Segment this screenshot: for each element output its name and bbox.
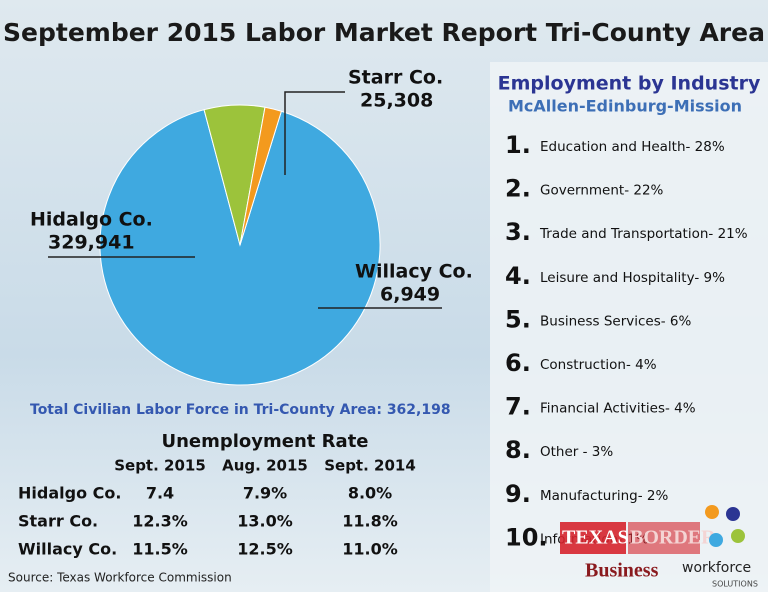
labor-force: Total Civilian Labor Force in Tri-County… xyxy=(30,402,451,418)
logo-text: TEXAS xyxy=(562,527,629,549)
row-label: Starr Co. xyxy=(18,512,98,531)
industry-label: Education and Health- 28% xyxy=(540,139,725,155)
logo-text: Business xyxy=(585,560,659,582)
logo-dot xyxy=(705,505,719,519)
row-label: Hidalgo Co. xyxy=(18,484,121,503)
table-cell: 8.0% xyxy=(348,484,392,503)
table-cell: 7.9% xyxy=(243,484,287,503)
industry-rank: 3. xyxy=(505,218,531,246)
pie-slice xyxy=(99,109,381,386)
industry-label: Manufacturing- 2% xyxy=(540,488,669,504)
industry-rank: 8. xyxy=(505,436,531,464)
column-header: Sept. 2015 xyxy=(114,457,206,475)
industry-subtitle: McAllen-Edinburg-Mission xyxy=(508,97,742,116)
unemployment-table: Sept. 2015 Aug. 2015 Sept. 2014 Hidalgo Co.… xyxy=(18,457,416,559)
industry-rank: 6. xyxy=(505,349,531,377)
pie-value: 6,949 xyxy=(380,284,440,306)
table-cell: 12.5% xyxy=(237,540,293,559)
industry-label: Other - 3% xyxy=(540,444,613,460)
column-header: Aug. 2015 xyxy=(222,457,308,475)
table-cell: 11.0% xyxy=(342,540,398,559)
industry-label: Trade and Transportation- 21% xyxy=(539,226,748,242)
industry-rank: 2. xyxy=(505,175,531,203)
row-label: Willacy Co. xyxy=(18,540,117,559)
table-cell: 11.8% xyxy=(342,512,398,531)
logo-text: SOLUTIONS xyxy=(712,580,758,589)
industry-rank: 10. xyxy=(505,523,548,551)
industry-title: Employment by Industry xyxy=(498,73,761,95)
industry-rank: 9. xyxy=(505,480,531,508)
table-cell: 7.4 xyxy=(146,484,174,503)
industry-label: Financial Activities- 4% xyxy=(540,401,696,417)
unemployment-title: Unemployment Rate xyxy=(161,431,368,452)
table-cell: 11.5% xyxy=(132,540,188,559)
logo-dot xyxy=(726,507,740,521)
industry-label: Construction- 4% xyxy=(540,357,657,373)
pie-label: Starr Co. xyxy=(348,67,443,89)
logo-text: workforce xyxy=(682,560,751,576)
column-header: Sept. 2014 xyxy=(324,457,416,475)
industry-rank: 4. xyxy=(505,262,531,290)
table-cell: 12.3% xyxy=(132,512,188,531)
industry-panel xyxy=(490,62,768,592)
industry-list: 1. Education and Health- 28% 2. Government-… xyxy=(505,131,748,551)
table-cell: 13.0% xyxy=(237,512,293,531)
source: Source: Texas Workforce Commission xyxy=(8,571,232,585)
logo-band xyxy=(628,522,700,554)
pie-slice xyxy=(239,106,282,246)
logo-workforce: workforce SOLUTIONS xyxy=(682,505,758,589)
industry-label: Government- 22% xyxy=(540,183,664,199)
pie-label: Hidalgo Co. xyxy=(30,209,153,231)
logo-text: BORDER xyxy=(630,527,716,549)
leader-line xyxy=(284,91,345,175)
industry-rank: 1. xyxy=(505,131,531,159)
pie-value: 25,308 xyxy=(360,90,433,112)
pie-value: 329,941 xyxy=(48,232,135,254)
pie xyxy=(99,104,381,386)
logo-dot xyxy=(709,533,723,547)
industry-label: Leisure and Hospitality- 9% xyxy=(540,270,725,286)
logo-texas-border: TEXAS BORDER Business xyxy=(560,522,716,582)
industry-rank: 5. xyxy=(505,305,531,333)
industry-rank: 7. xyxy=(505,393,531,421)
industry-label: Business Services- 6% xyxy=(540,313,692,329)
pie-label: Willacy Co. xyxy=(355,261,473,283)
logo-dot xyxy=(731,529,745,543)
logo-band xyxy=(560,522,626,554)
title: September 2015 Labor Market Report Tri-C… xyxy=(3,18,765,47)
